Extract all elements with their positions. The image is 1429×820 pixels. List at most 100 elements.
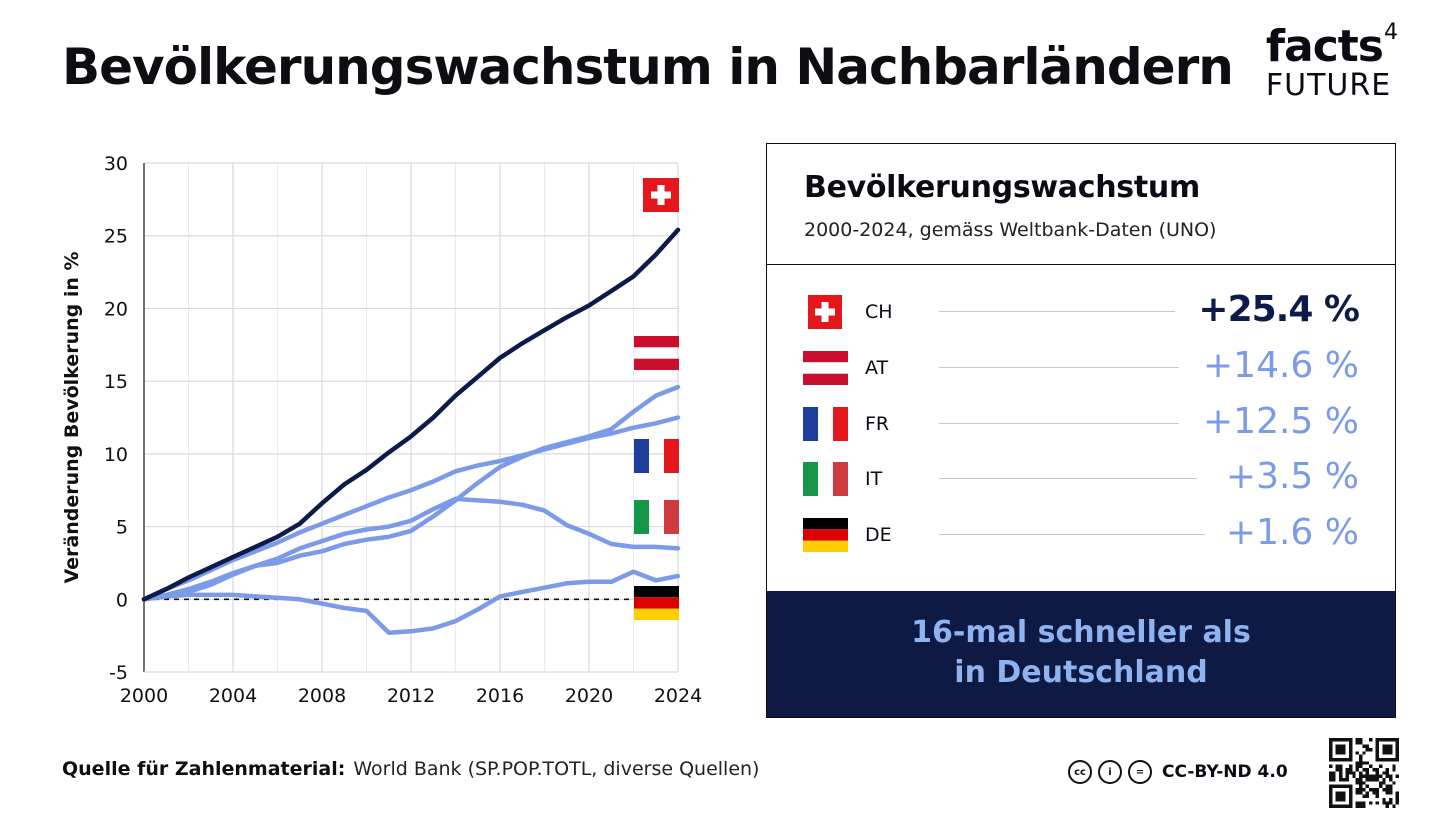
growth-value: +1.6 %: [1225, 512, 1359, 553]
qr-module: [1329, 771, 1333, 775]
qr-module: [1359, 791, 1363, 795]
qr-module: [1385, 774, 1389, 778]
logo-line1: facts: [1265, 21, 1384, 72]
y-tick-label: 30: [104, 153, 128, 175]
qr-module: [1382, 771, 1386, 775]
y-tick-label: 15: [104, 371, 128, 393]
page-title: Bevölkerungswachstum in Nachbarländern: [62, 38, 1234, 96]
qr-module: [1365, 774, 1369, 778]
qr-module: [1395, 774, 1399, 778]
qr-module: [1362, 804, 1366, 808]
qr-module: [1355, 788, 1359, 792]
y-tick-label: 5: [116, 517, 128, 539]
qr-module: [1365, 771, 1369, 775]
row-ch: CH +25.4 %: [767, 285, 1395, 341]
comparison-banner: 16-mal schneller als in Deutschland: [767, 591, 1395, 717]
qr-module: [1365, 791, 1369, 795]
qr-module: [1382, 781, 1386, 785]
qr-module: [1365, 768, 1369, 772]
qr-module: [1362, 774, 1366, 778]
qr-module: [1349, 771, 1353, 775]
qr-module: [1365, 794, 1369, 798]
source-note: Quelle für Zahlenmaterial: World Bank (SP…: [62, 758, 759, 780]
qr-module: [1362, 788, 1366, 792]
qr-module: [1339, 764, 1343, 768]
qr-module: [1382, 798, 1386, 802]
qr-module: [1362, 761, 1366, 765]
qr-module: [1359, 784, 1363, 788]
source-text: World Bank (SP.POP.TOTL, diverse Quellen…: [353, 758, 760, 780]
qr-module: [1359, 801, 1363, 805]
leader-line: [939, 478, 1197, 479]
german-flag-stripe: [634, 597, 679, 609]
qr-module: [1362, 768, 1366, 772]
series-line-fr: [141, 415, 681, 602]
qr-module: [1329, 774, 1333, 778]
qr-module: [1359, 788, 1363, 792]
qr-module: [1362, 801, 1366, 805]
qr-module: [1392, 781, 1396, 785]
qr-module: [1339, 774, 1343, 778]
qr-module: [1375, 778, 1379, 782]
qr-module: [1345, 774, 1349, 778]
qr-module: [1349, 768, 1353, 772]
qr-module: [1359, 754, 1363, 758]
leader-line: [939, 367, 1179, 368]
y-tick-label: -5: [109, 662, 128, 684]
qr-module: [1352, 771, 1356, 775]
qr-module: [1359, 771, 1363, 775]
qr-module: [1339, 768, 1343, 772]
swiss-flag-icon: [808, 295, 842, 329]
qr-module: [1395, 794, 1399, 798]
panel-subtitle: 2000-2024, gemäss Weltbank-Daten (UNO): [804, 219, 1217, 241]
growth-value: +14.6 %: [1203, 345, 1359, 386]
qr-module: [1359, 758, 1363, 762]
qr-module: [1359, 781, 1363, 785]
qr-module: [1389, 798, 1393, 802]
row-fr: FR +12.5 %: [767, 397, 1395, 453]
qr-module: [1359, 774, 1363, 778]
qr-module: [1369, 778, 1373, 782]
logo-sup: 4: [1384, 20, 1398, 45]
qr-module: [1352, 774, 1356, 778]
qr-module: [1382, 744, 1393, 755]
qr-module: [1395, 798, 1399, 802]
qr-module: [1355, 791, 1359, 795]
qr-module: [1355, 801, 1359, 805]
qr-module: [1385, 801, 1389, 805]
qr-module: [1385, 788, 1389, 792]
qr-module: [1369, 738, 1373, 742]
growth-value: +25.4 %: [1198, 289, 1360, 330]
leader-line: [939, 311, 1175, 312]
panel-header: Bevölkerungswachstum 2000-2024, gemäss W…: [767, 144, 1395, 265]
qr-module: [1365, 778, 1369, 782]
french-flag-marker: [634, 439, 649, 473]
qr-module: [1389, 791, 1393, 795]
italian-flag-marker: [634, 500, 649, 534]
qr-module: [1365, 784, 1369, 788]
y-tick-label: 0: [116, 589, 128, 611]
qr-module: [1375, 774, 1379, 778]
qr-module: [1355, 781, 1359, 785]
qr-module: [1392, 764, 1396, 768]
panel-title: Bevölkerungswachstum: [804, 170, 1200, 205]
x-tick-label: 2012: [387, 685, 435, 707]
qr-module: [1355, 738, 1359, 742]
austrian-flag-icon: [803, 351, 848, 385]
x-tick-label: 2020: [565, 685, 613, 707]
qr-module: [1362, 744, 1366, 748]
no-derivatives-icon: =: [1128, 760, 1152, 784]
german-flag-marker: [634, 586, 679, 598]
german-flag-icon: [803, 518, 848, 552]
y-tick-label: 10: [104, 444, 128, 466]
country-code: CH: [865, 301, 893, 323]
x-tick-label: 2004: [209, 685, 257, 707]
qr-module: [1342, 778, 1346, 782]
qr-module: [1375, 794, 1379, 798]
french-flag-stripe: [664, 439, 679, 473]
country-code: DE: [865, 524, 892, 546]
row-at: AT +14.6 %: [767, 341, 1395, 397]
qr-module: [1365, 748, 1369, 752]
qr-module: [1349, 764, 1353, 768]
qr-module: [1372, 778, 1376, 782]
